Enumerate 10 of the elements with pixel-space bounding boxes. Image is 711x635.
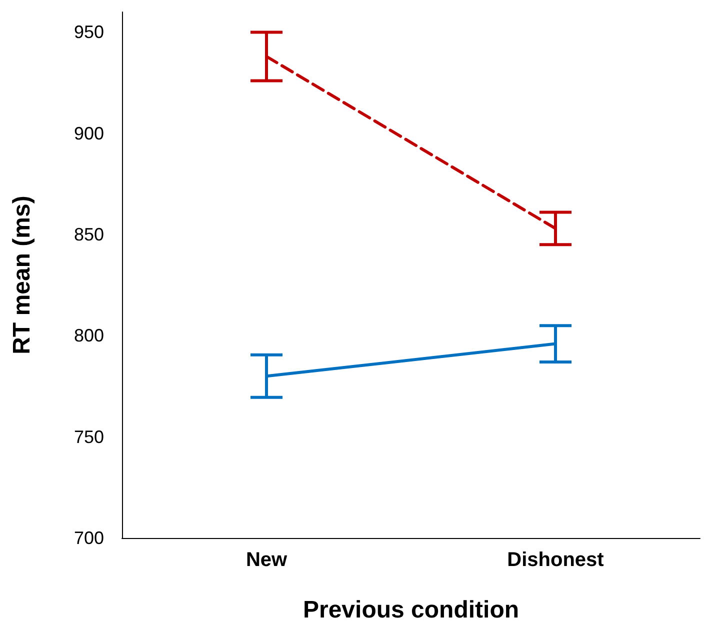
- y-tick-label: 950: [74, 22, 104, 42]
- x-axis-title: Previous condition: [302, 596, 520, 624]
- y-tick-label: 700: [74, 528, 104, 548]
- y-axis-title: RT mean (ms): [8, 196, 36, 354]
- x-tick-label: New: [246, 549, 288, 571]
- y-tick-label: 750: [74, 426, 104, 447]
- y-tick-label: 900: [74, 123, 104, 144]
- x-tick-label: Dishonest: [507, 549, 604, 571]
- y-tick-label: 800: [74, 326, 104, 346]
- y-tick-label: 850: [74, 224, 104, 245]
